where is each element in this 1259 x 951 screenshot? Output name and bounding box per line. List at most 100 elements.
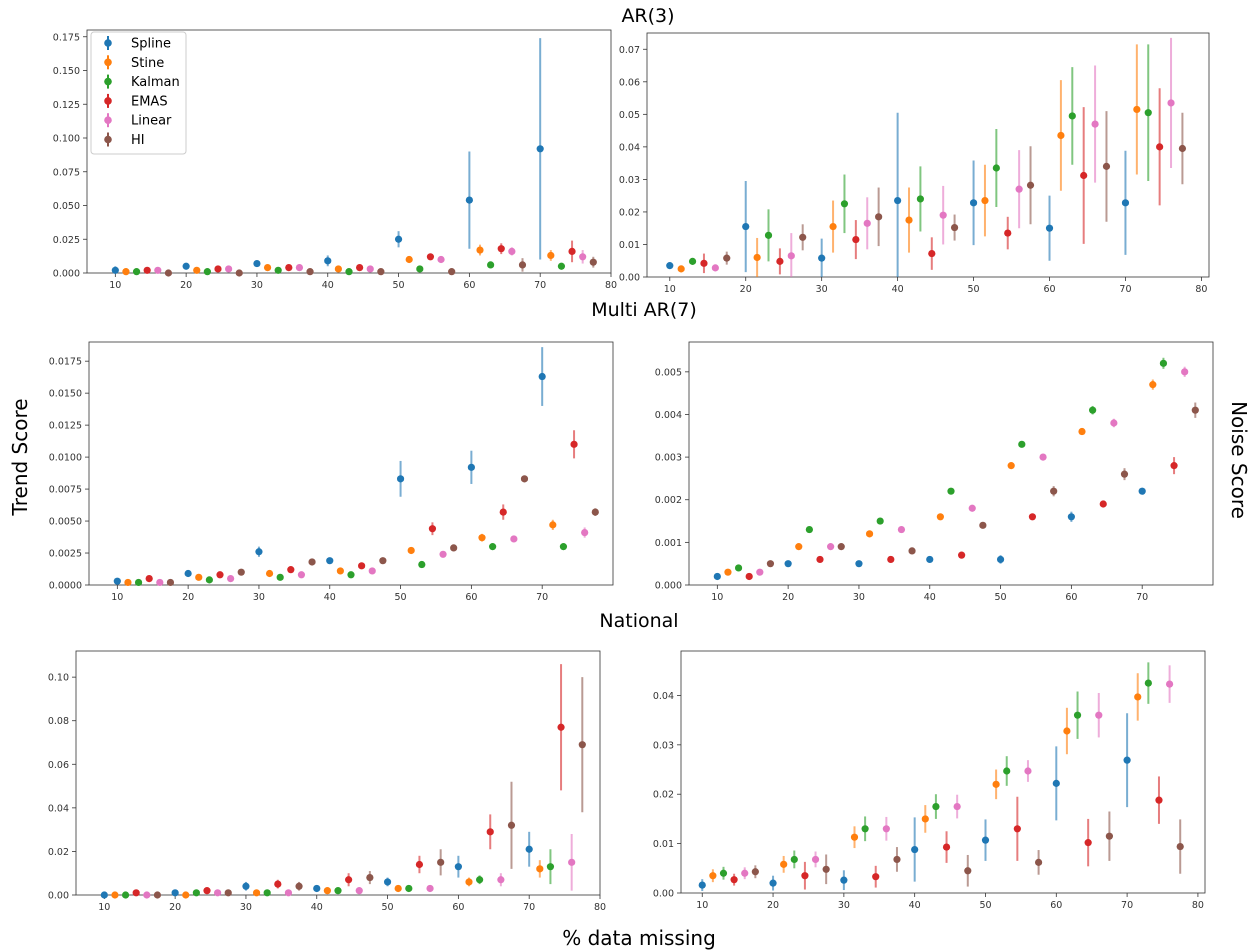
data-point [1155,796,1163,804]
x-tick-label: 60 [1050,900,1062,911]
panel-4: 10 20 30 40 50 60 70 0.000 0.001 0.002 0.003 0.004 0… [655,341,1214,603]
x-tick-label: 30 [240,902,252,913]
legend-item-linear: Linear [104,113,172,129]
x-tick-label: 80 [1192,900,1204,911]
data-point [153,891,162,899]
data-point [840,200,849,208]
data-point [255,548,263,556]
data-point [968,504,976,512]
data-point [225,265,233,273]
x-tick-label: 70 [523,902,535,913]
data-point [358,562,366,570]
y-tick-label: 0.02 [653,790,674,801]
x-tick-label: 70 [1136,592,1148,603]
data-point [827,543,835,551]
y-tick-label: 0.025 [53,235,80,246]
series-spline [698,713,1131,892]
data-point [379,557,387,565]
panels: 10 20 30 40 50 60 70 80 0.000 0.025 0.050 0.075 0.10… [48,29,1214,913]
data-point [1110,419,1118,427]
data-point [805,525,813,534]
series-emas [730,776,1163,890]
data-point [799,233,807,241]
data-point [426,884,434,893]
legend-marker [104,135,112,144]
data-point [287,566,295,574]
data-point [1018,440,1026,448]
data-point [334,887,342,895]
data-point [394,235,403,243]
data-point [525,845,533,853]
x-tick-label: 30 [253,592,265,603]
legend-frame [90,31,187,155]
data-point [510,535,518,543]
x-tick-label: 60 [465,592,477,603]
data-point [1004,229,1012,237]
row-title-ar3: AR(3) [621,5,674,27]
data-point [547,251,555,260]
data-point [465,196,473,204]
legend-marker [104,116,112,124]
data-point [366,873,374,882]
series-stine [724,379,1157,576]
legend: Spline Stine Kalman EMAS Linear HI [90,31,187,155]
y-tick-label: 0.06 [619,77,640,88]
legend-item-emas: EMAS [104,93,168,109]
y-axis-label-left: Trend Score [8,398,32,516]
data-point [1176,842,1184,851]
x-tick-label: 10 [111,592,123,603]
plot-frame [75,650,601,896]
data-point [345,268,353,276]
y-tick-label: 0.02 [619,207,640,218]
x-tick-label: 20 [182,592,194,603]
y-tick-label: 0.0000 [49,581,82,592]
data-point [347,571,355,579]
data-point [192,889,200,897]
x-tick-label: 40 [324,592,336,603]
x-axis-label: % data missing [562,926,716,950]
y-tick-label: 0.00 [653,889,674,900]
series-stine [709,673,1142,883]
data-point [1105,832,1114,840]
data-point [766,560,775,568]
data-point [520,475,529,483]
data-point [487,261,495,269]
x-tick-label: 60 [452,902,464,913]
data-point [476,876,484,884]
data-point [1067,513,1075,521]
plot-frame [680,650,1206,894]
y-tick-label: 0.04 [619,142,640,153]
y-tick-label: 0.000 [53,269,80,280]
series-stine [122,244,555,276]
data-point [953,802,961,811]
data-point [1120,470,1129,478]
data-point [969,199,978,207]
data-point [1028,513,1037,521]
data-point [518,261,527,269]
data-point [852,235,860,244]
data-point [1026,181,1035,189]
x-tick-label: 50 [995,592,1007,603]
data-point [383,878,392,886]
y-tick-label: 0.175 [53,32,80,43]
data-point [478,534,486,542]
series-emas [145,430,578,583]
data-point [741,869,749,877]
series-hi [723,111,1187,265]
plot-frame [646,32,1210,278]
y-tick-label: 0.05 [619,110,640,121]
x-tick-label: 40 [924,592,936,603]
data-point [698,881,706,889]
x-tick-label: 30 [853,592,865,603]
data-point [1095,711,1103,719]
y-tick-label: 0.0025 [49,549,82,560]
data-point [465,878,473,886]
data-point [784,560,792,568]
data-point [1156,143,1164,151]
x-tick-label: 70 [534,280,546,291]
data-point [1091,120,1099,128]
data-point [326,557,334,565]
data-point [764,231,773,239]
data-point [415,860,424,869]
data-point [568,858,576,866]
